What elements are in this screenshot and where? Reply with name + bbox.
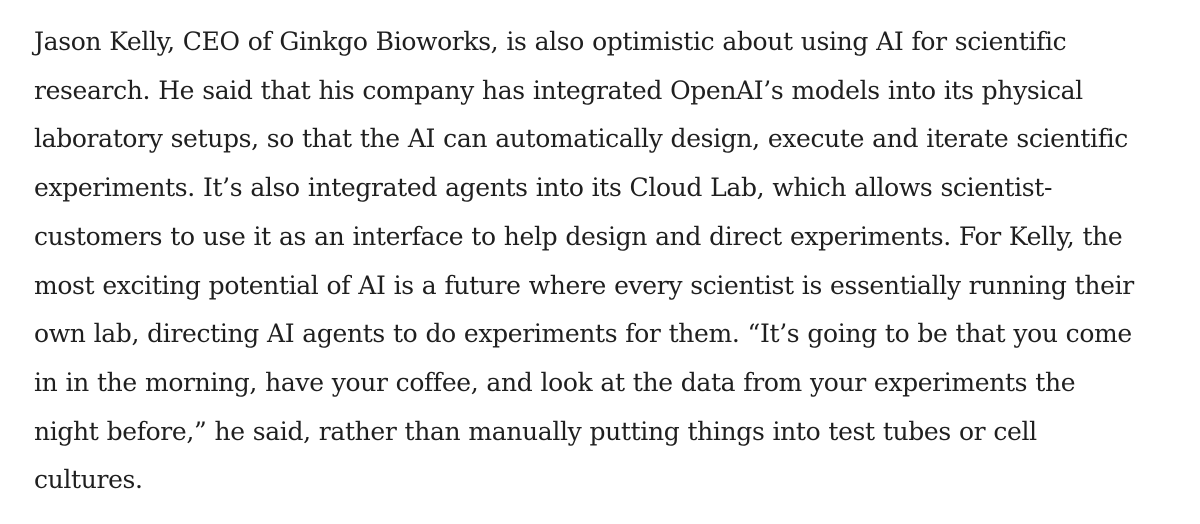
paragraph-line: experiments. It’s also integrated agents…: [34, 173, 1053, 203]
article-body: Jason Kelly, CEO of Ginkgo Bioworks, is …: [34, 18, 1174, 505]
paragraph-line: most exciting potential of AI is a futur…: [34, 270, 1134, 300]
paragraph-line: cultures.: [34, 465, 143, 495]
paragraph-line: night before,” he said, rather than manu…: [34, 416, 1037, 446]
paragraph-line: own lab, directing AI agents to do exper…: [34, 319, 1132, 349]
paragraph-line: customers to use it as an interface to h…: [34, 221, 1123, 251]
paragraph-line: research. He said that his company has i…: [34, 75, 1083, 105]
paragraph-line: Jason Kelly, CEO of Ginkgo Bioworks, is …: [34, 27, 1067, 56]
paragraph-line: in in the morning, have your coffee, and…: [34, 367, 1076, 397]
article-paragraph: Jason Kelly, CEO of Ginkgo Bioworks, is …: [34, 18, 1174, 505]
paragraph-line: laboratory setups, so that the AI can au…: [34, 124, 1128, 154]
